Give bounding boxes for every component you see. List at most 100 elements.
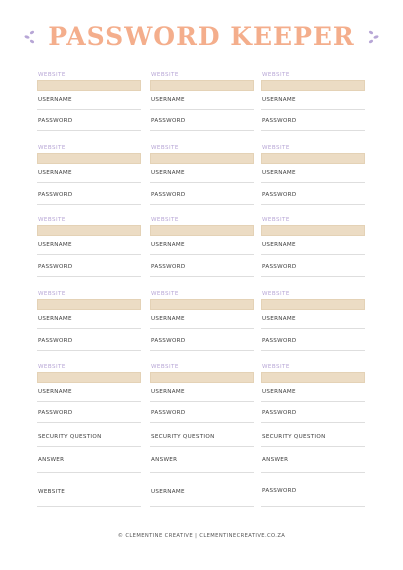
username-line[interactable] [150, 328, 254, 329]
username-label: USERNAME [38, 389, 72, 395]
entry-card: WEBSITE USERNAME PASSWORD [150, 217, 254, 287]
password-label: PASSWORD [151, 338, 186, 344]
username-line[interactable] [37, 401, 141, 402]
security-question-label: SECURITY QUESTION [151, 434, 215, 440]
entry-card-extended: WEBSITE USERNAME PASSWORD SECURITY QUEST… [150, 364, 254, 479]
password-line[interactable] [261, 350, 365, 351]
username-line[interactable] [150, 109, 254, 110]
security-question-line[interactable] [37, 446, 141, 447]
password-line[interactable] [37, 422, 141, 423]
password-label: PASSWORD [262, 264, 297, 270]
entry-card: WEBSITE USERNAME PASSWORD [261, 72, 365, 142]
username-label: USERNAME [151, 316, 185, 322]
username-label: USERNAME [151, 170, 185, 176]
website-line[interactable] [37, 506, 141, 507]
password-line[interactable] [37, 276, 141, 277]
security-question-line[interactable] [261, 446, 365, 447]
password-line[interactable] [261, 130, 365, 131]
password-line[interactable] [261, 204, 365, 205]
password-label: PASSWORD [38, 338, 73, 344]
username-line[interactable] [150, 182, 254, 183]
username-line[interactable] [37, 328, 141, 329]
username-line[interactable] [150, 506, 254, 507]
password-label: PASSWORD [262, 488, 297, 494]
password-label: PASSWORD [38, 410, 73, 416]
password-line[interactable] [150, 204, 254, 205]
password-label: PASSWORD [262, 410, 297, 416]
password-label: PASSWORD [262, 118, 297, 124]
password-line[interactable] [261, 422, 365, 423]
username-line[interactable] [150, 401, 254, 402]
username-label: USERNAME [262, 389, 296, 395]
website-field[interactable] [150, 80, 254, 91]
username-label: USERNAME [151, 389, 185, 395]
entry-card: WEBSITE USERNAME PASSWORD [37, 72, 141, 142]
website-label: WEBSITE [38, 145, 66, 151]
username-label: USERNAME [262, 170, 296, 176]
username-label: USERNAME [262, 242, 296, 248]
password-label: PASSWORD [38, 264, 73, 270]
website-field[interactable] [37, 299, 141, 310]
username-line[interactable] [261, 401, 365, 402]
security-question-line[interactable] [150, 446, 254, 447]
sprig-icon [24, 30, 35, 43]
website-field[interactable] [37, 153, 141, 164]
password-line[interactable] [150, 130, 254, 131]
bottom-entry: USERNAME [150, 488, 254, 510]
password-label: PASSWORD [262, 338, 297, 344]
website-label: WEBSITE [262, 217, 290, 223]
website-label: WEBSITE [151, 145, 179, 151]
username-line[interactable] [37, 109, 141, 110]
website-field[interactable] [261, 299, 365, 310]
website-field[interactable] [261, 80, 365, 91]
password-label: PASSWORD [38, 192, 73, 198]
entry-card-extended: WEBSITE USERNAME PASSWORD SECURITY QUEST… [261, 364, 365, 479]
password-label: PASSWORD [151, 264, 186, 270]
footer-credit: © CLEMENTINE CREATIVE | CLEMENTINECREATI… [117, 533, 286, 539]
website-field[interactable] [150, 153, 254, 164]
username-label: USERNAME [151, 489, 185, 495]
answer-line[interactable] [150, 472, 254, 473]
username-label: USERNAME [38, 170, 72, 176]
username-line[interactable] [261, 109, 365, 110]
username-line[interactable] [261, 182, 365, 183]
username-line[interactable] [261, 328, 365, 329]
entry-card-extended: WEBSITE USERNAME PASSWORD SECURITY QUEST… [37, 364, 141, 479]
password-line[interactable] [150, 350, 254, 351]
password-line[interactable] [150, 422, 254, 423]
username-label: USERNAME [38, 316, 72, 322]
website-field[interactable] [150, 299, 254, 310]
website-field[interactable] [37, 225, 141, 236]
website-label: WEBSITE [38, 364, 66, 370]
answer-line[interactable] [261, 472, 365, 473]
password-line[interactable] [37, 350, 141, 351]
password-line[interactable] [37, 204, 141, 205]
website-field[interactable] [150, 225, 254, 236]
username-line[interactable] [37, 182, 141, 183]
website-label: WEBSITE [262, 364, 290, 370]
username-label: USERNAME [151, 242, 185, 248]
website-field[interactable] [37, 80, 141, 91]
password-line[interactable] [150, 276, 254, 277]
website-field[interactable] [261, 225, 365, 236]
username-label: USERNAME [262, 97, 296, 103]
entry-card: WEBSITE USERNAME PASSWORD [37, 291, 141, 361]
website-field[interactable] [37, 372, 141, 383]
password-line[interactable] [261, 506, 365, 507]
password-line[interactable] [261, 276, 365, 277]
password-label: PASSWORD [151, 410, 186, 416]
website-field[interactable] [261, 372, 365, 383]
website-field[interactable] [150, 372, 254, 383]
username-line[interactable] [37, 254, 141, 255]
password-label: PASSWORD [262, 192, 297, 198]
entry-card: WEBSITE USERNAME PASSWORD [150, 145, 254, 215]
username-line[interactable] [261, 254, 365, 255]
website-label: WEBSITE [38, 72, 66, 78]
website-field[interactable] [261, 153, 365, 164]
entry-card: WEBSITE USERNAME PASSWORD [37, 217, 141, 287]
answer-line[interactable] [37, 472, 141, 473]
password-label: PASSWORD [38, 118, 73, 124]
password-line[interactable] [37, 130, 141, 131]
page-header: PASSWORD KEEPER [0, 22, 403, 51]
username-line[interactable] [150, 254, 254, 255]
